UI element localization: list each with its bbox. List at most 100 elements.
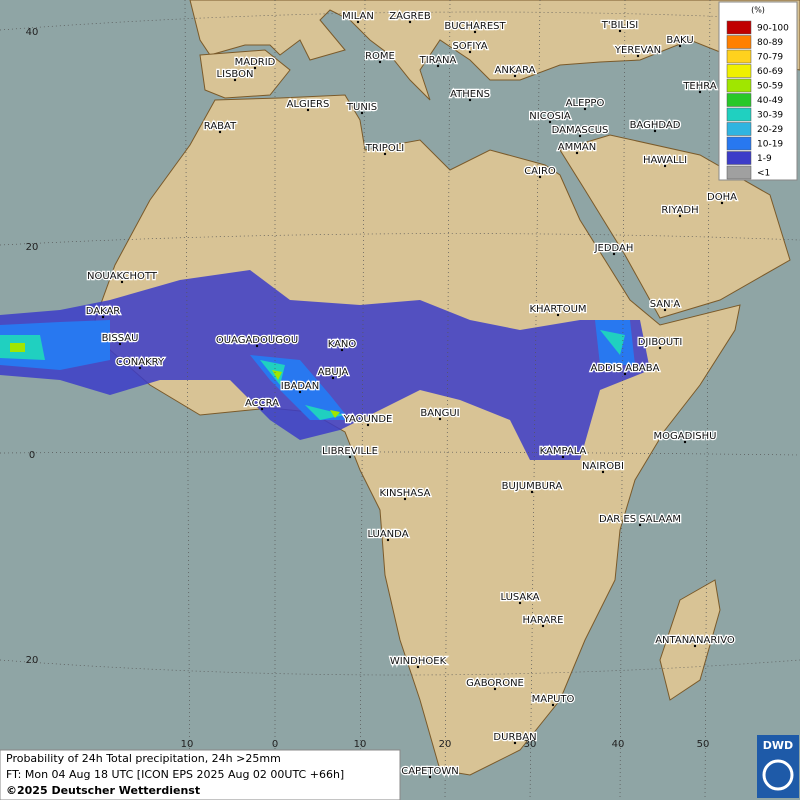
city-marker xyxy=(578,134,582,138)
footer-box xyxy=(0,749,401,800)
legend-swatch xyxy=(726,136,752,151)
city-marker xyxy=(638,523,642,527)
city-marker xyxy=(360,111,364,115)
city-marker xyxy=(693,644,697,648)
city-marker xyxy=(101,315,105,319)
city-marker xyxy=(255,344,259,348)
city-label: ACCRA xyxy=(245,398,279,409)
legend-swatch xyxy=(726,49,752,64)
city-marker xyxy=(548,120,552,124)
city-label: GABORONE xyxy=(466,678,524,689)
land xyxy=(94,0,800,776)
city-marker xyxy=(403,497,407,501)
city-label: BISSAU xyxy=(102,333,139,344)
city-marker xyxy=(541,624,545,628)
city-marker xyxy=(118,342,122,346)
city-marker xyxy=(468,50,472,54)
legend-label: 30-39 xyxy=(757,111,783,121)
city-label: TUNIS xyxy=(346,102,377,113)
legend-label: 1-9 xyxy=(757,154,772,164)
africa xyxy=(94,94,741,776)
iberia xyxy=(199,49,291,99)
legend-label: 10-19 xyxy=(757,140,783,150)
city-label: RABAT xyxy=(204,121,237,132)
city-label: SAN'A xyxy=(650,299,681,310)
city-marker xyxy=(551,703,555,707)
city-label: OUAGADOUGOU xyxy=(216,335,298,346)
lon-label: 0 xyxy=(272,739,278,750)
legend-swatch xyxy=(726,93,752,107)
legend-swatch xyxy=(726,20,752,35)
city-label: ALGIERS xyxy=(287,99,330,110)
city-marker xyxy=(663,164,667,168)
lon-label: 30 xyxy=(524,739,537,750)
city-label: DURBAN xyxy=(493,732,536,743)
legend-label: <1 xyxy=(757,169,770,179)
city-label: YAOUNDE xyxy=(343,414,393,425)
city-marker xyxy=(436,64,440,68)
city-marker xyxy=(518,601,522,605)
city-marker xyxy=(683,440,687,444)
city-label: TRIPOLI xyxy=(365,143,404,154)
city-marker xyxy=(348,455,352,459)
city-label: DAKAR xyxy=(86,306,121,317)
logo-icon xyxy=(762,759,794,791)
city-label: ABUJA xyxy=(318,367,349,378)
city-marker xyxy=(513,741,517,745)
city-marker xyxy=(601,470,605,474)
city-label: NAIROBI xyxy=(582,461,624,472)
city-label: NOUAKCHOTT xyxy=(87,271,158,282)
city-label: CAIRO xyxy=(524,166,556,177)
legend-title: (%) xyxy=(751,6,765,15)
city-label: LISBON xyxy=(217,69,254,80)
legend-label: 40-49 xyxy=(757,96,783,106)
lat-label: 20 xyxy=(26,242,39,253)
city-marker xyxy=(253,66,257,70)
city-label: WINDHOEK xyxy=(390,656,447,667)
legend-label: 70-79 xyxy=(757,53,783,63)
city-marker xyxy=(408,20,412,24)
city-marker xyxy=(340,348,344,352)
city-label: YEREVAN xyxy=(614,45,661,56)
lat-label: 20 xyxy=(26,655,39,666)
city-label: MAPUTO xyxy=(532,694,575,705)
city-marker xyxy=(538,175,542,179)
logo: DWD xyxy=(757,735,799,798)
city-marker xyxy=(416,665,420,669)
city-label: DAMASCUS xyxy=(552,125,609,136)
city-marker xyxy=(138,366,142,370)
city-label: BUCHAREST xyxy=(444,21,506,32)
city-label: DOHA xyxy=(707,192,737,203)
city-label: SOFIYA xyxy=(452,41,487,52)
city-marker xyxy=(366,423,370,427)
lat-label: 0 xyxy=(29,450,35,461)
city-marker xyxy=(260,407,264,411)
legend-swatch xyxy=(726,151,752,165)
precipitation xyxy=(0,270,650,460)
city-label: ANTANANARIVO xyxy=(655,635,735,646)
city-label: DJIBOUTI xyxy=(638,337,683,348)
legend-label: 20-29 xyxy=(757,125,783,135)
city-label: CONAKRY xyxy=(116,357,165,368)
city-label: IBADAN xyxy=(281,381,320,392)
city-label: LUSAKA xyxy=(501,592,540,603)
footer-copyright: ©2025 Deutscher Wetterdienst xyxy=(6,784,200,797)
city-marker xyxy=(636,54,640,58)
city-marker xyxy=(663,308,667,312)
legend-swatch xyxy=(726,165,752,180)
city-marker xyxy=(556,313,560,317)
city-marker xyxy=(218,130,222,134)
legend-label: 90-100 xyxy=(757,24,789,34)
city-label: MADRID xyxy=(235,57,276,68)
city-label: DAR ES SALAAM xyxy=(599,514,681,525)
city-marker xyxy=(383,152,387,156)
city-marker xyxy=(623,372,627,376)
legend-swatch xyxy=(726,64,752,78)
city-marker xyxy=(306,108,310,112)
city-marker xyxy=(653,129,657,133)
city-marker xyxy=(698,90,702,94)
legend: (%) 90-100 80-89 70-79 60-69 50-59 40-49 30-39… xyxy=(718,1,798,181)
